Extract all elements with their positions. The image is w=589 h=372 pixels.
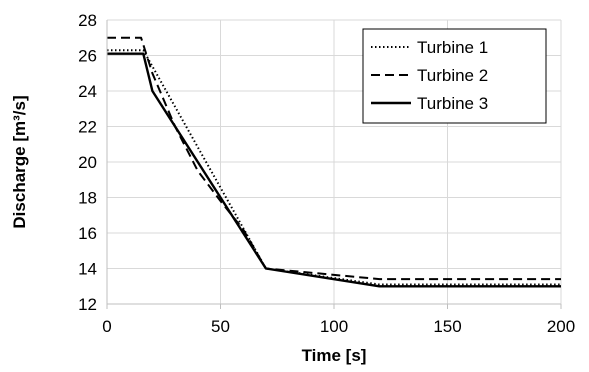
y-tick-label: 14 [78, 260, 97, 279]
axis-layer: 12 14 16 18 20 22 24 26 28 0 50 100 150 200 [78, 11, 575, 336]
x-tick-label: 50 [211, 317, 230, 336]
legend-label: Turbine 3 [417, 94, 488, 113]
legend: Turbine 1 Turbine 2 Turbine 3 [362, 28, 547, 124]
x-tick-label: 100 [320, 317, 348, 336]
x-axis-title: Time [s] [302, 346, 367, 365]
y-tick-label: 28 [78, 11, 97, 30]
series-line-turbine-1 [107, 49, 561, 286]
grid-layer [107, 19, 562, 304]
y-tick-label: 18 [78, 189, 97, 208]
y-tick-label: 20 [78, 153, 97, 172]
legend-label: Turbine 2 [417, 66, 488, 85]
x-tick-label: 200 [547, 317, 575, 336]
y-tick-label: 22 [78, 118, 97, 137]
y-tick-label: 12 [78, 295, 97, 314]
y-tick-label: 24 [78, 82, 97, 101]
y-axis-title: Discharge [m³/s] [10, 95, 29, 228]
y-tick-label: 16 [78, 224, 97, 243]
series-line-turbine-3 [107, 52, 561, 288]
x-tick-label: 150 [433, 317, 461, 336]
y-tick-label: 26 [78, 47, 97, 66]
series-line-turbine-2 [107, 36, 561, 281]
x-tick-label: 0 [102, 317, 111, 336]
legend-label: Turbine 1 [417, 38, 488, 57]
series-layer [107, 36, 561, 288]
